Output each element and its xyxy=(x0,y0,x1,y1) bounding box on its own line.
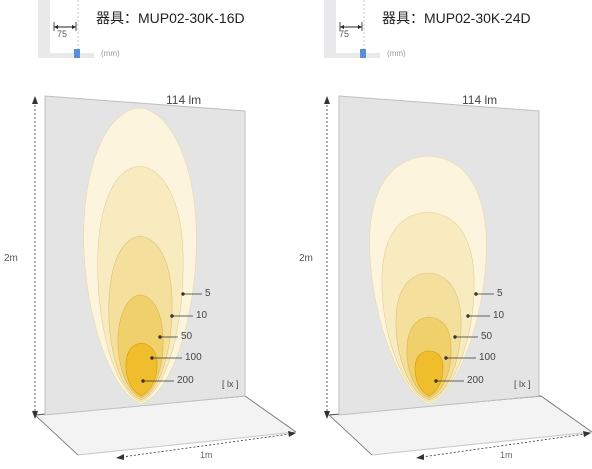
illuminance-diagram xyxy=(32,0,296,460)
lux-label-200: 200 xyxy=(467,375,484,386)
lux-unit-label: [ lx ] xyxy=(222,379,239,389)
fixture-title: 器具：MUP02-30K-24D xyxy=(382,10,531,26)
panel-mup02-30k-16d: 器具：MUP02-30K-16D 75 (mm) 114 lm 2m 1m [ … xyxy=(4,0,296,460)
lumen-value: 114 lm xyxy=(166,93,202,107)
lux-unit-label: [ lx ] xyxy=(514,379,531,389)
dimension-unit: (mm) xyxy=(387,49,406,58)
lux-label-50: 50 xyxy=(481,331,493,342)
fixture-width-value: 75 xyxy=(57,29,68,39)
lux-label-50: 50 xyxy=(181,331,193,342)
lux-label-100: 100 xyxy=(479,352,496,363)
height-label: 2m xyxy=(299,253,313,264)
lux-label-5: 5 xyxy=(497,288,503,299)
lux-label-5: 5 xyxy=(205,288,211,299)
isolux-contours xyxy=(369,155,487,405)
fixture-width-value: 75 xyxy=(339,29,350,39)
height-dimension xyxy=(32,96,38,419)
dimension-unit: (mm) xyxy=(101,49,120,58)
width-label: 1m xyxy=(500,450,513,460)
lux-label-200: 200 xyxy=(177,375,194,386)
height-label: 2m xyxy=(4,253,18,264)
isolux-contours xyxy=(83,107,197,405)
contour-leaders xyxy=(141,292,202,383)
fixture-dimension-icon xyxy=(324,0,380,58)
contour-leaders xyxy=(434,292,494,383)
width-label: 1m xyxy=(200,450,213,460)
illuminance-diagram xyxy=(324,0,592,460)
width-dimension xyxy=(116,431,296,460)
lux-label-10: 10 xyxy=(493,310,505,321)
contour-200lx xyxy=(125,342,158,397)
lux-label-10: 10 xyxy=(196,310,208,321)
panel-mup02-30k-24d: 器具：MUP02-30K-24D 75 (mm) 114 lm 2m 1m [ … xyxy=(296,0,592,469)
fixture-title: 器具：MUP02-30K-16D xyxy=(96,10,245,26)
contour-200lx xyxy=(414,350,444,397)
fixture-dimension-icon xyxy=(38,0,94,58)
width-dimension xyxy=(416,431,591,460)
lumen-value: 114 lm xyxy=(462,93,498,107)
lux-label-100: 100 xyxy=(185,352,202,363)
height-dimension xyxy=(324,96,330,419)
